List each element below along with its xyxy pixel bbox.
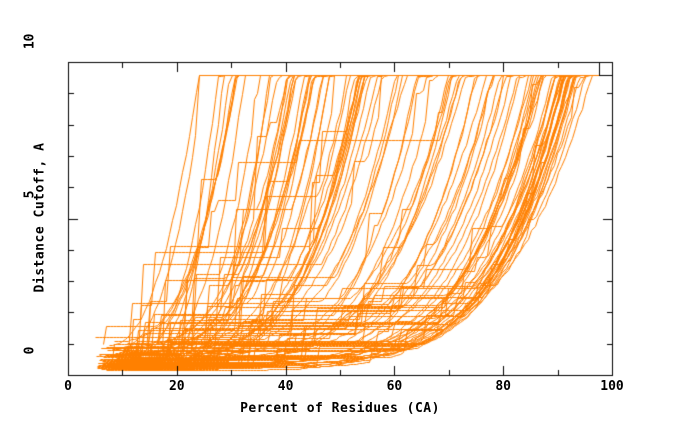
x-tick-label: 40 xyxy=(277,379,294,394)
x-axis-label: Percent of Residues (CA) xyxy=(240,401,440,416)
x-tick-label: 100 xyxy=(600,379,624,394)
y-tick-label: 10 xyxy=(22,33,38,50)
y-tick-label: 5 xyxy=(22,190,38,198)
y-tick-label: 0 xyxy=(22,346,38,355)
x-tick-label: 20 xyxy=(168,379,185,394)
x-tick-label: 60 xyxy=(386,379,403,394)
x-tick-label: 0 xyxy=(64,379,72,394)
x-tick-label: 80 xyxy=(495,379,512,394)
